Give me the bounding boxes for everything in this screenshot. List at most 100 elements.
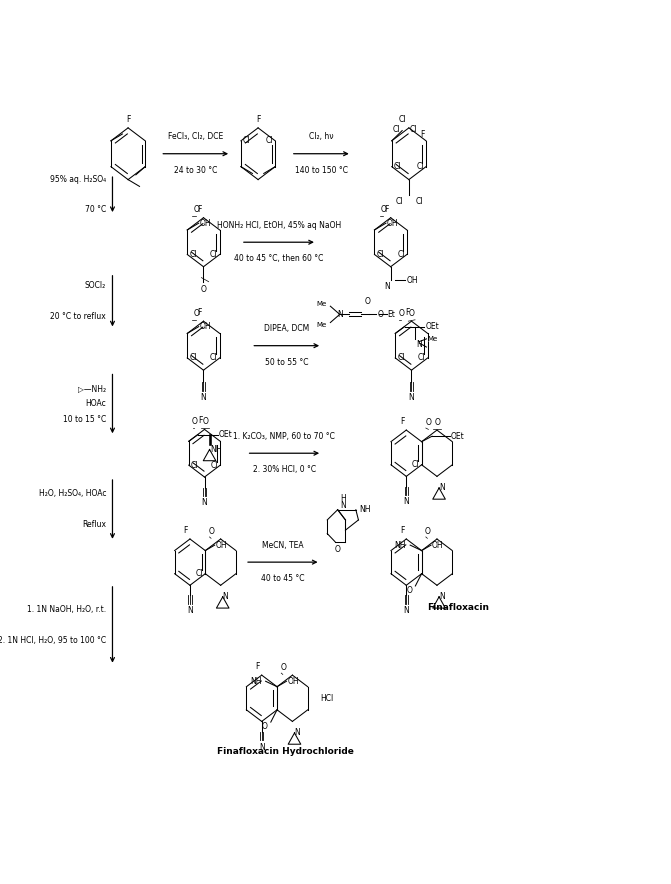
Text: N: N [439,484,445,492]
Text: Cl: Cl [189,354,197,362]
Text: F: F [255,662,260,671]
Text: Cl: Cl [211,461,218,469]
Text: F: F [420,131,425,140]
Text: O: O [335,545,341,554]
Text: N: N [384,282,390,291]
Text: O: O [280,663,287,673]
Text: Me: Me [427,336,437,342]
Text: Cl: Cl [399,115,407,124]
Text: O: O [203,416,208,426]
Text: N: N [223,592,228,601]
Text: N: N [201,392,207,401]
Text: H: H [340,494,346,503]
Text: 140 to 150 °C: 140 to 150 °C [295,166,348,175]
Text: OH: OH [200,218,211,228]
Text: HONH₂ HCl, EtOH, 45% aq NaOH: HONH₂ HCl, EtOH, 45% aq NaOH [217,221,341,230]
Text: OH: OH [407,276,418,285]
Text: N: N [202,499,207,507]
Text: OEt: OEt [425,322,440,332]
Text: O: O [407,586,412,595]
Text: Cl: Cl [210,354,217,362]
Text: HCl: HCl [321,694,333,703]
Text: N: N [259,743,264,751]
Text: Finafloxacin Hydrochloride: Finafloxacin Hydrochloride [217,747,354,757]
Text: NH: NH [211,446,222,454]
Text: Cl: Cl [266,136,273,145]
Text: Cl: Cl [196,569,203,578]
Text: 95% aq. H₂SO₄: 95% aq. H₂SO₄ [50,175,106,184]
Text: Cl: Cl [395,196,403,206]
Text: O: O [425,527,431,537]
Text: N: N [340,500,346,510]
Text: N: N [337,310,343,319]
Text: Cl: Cl [376,250,384,259]
Text: HOAc: HOAc [85,400,106,408]
Text: N: N [416,340,422,349]
Text: Cl: Cl [412,461,419,469]
Text: N: N [403,606,409,615]
Text: F: F [197,204,201,214]
Text: O: O [194,309,199,317]
Text: F: F [400,526,404,535]
Text: F: F [198,416,203,425]
Text: Cl: Cl [409,125,417,133]
Text: F: F [126,115,130,124]
Text: OH: OH [287,677,299,686]
Text: N: N [295,728,300,737]
Text: Et: Et [387,310,395,319]
Text: F: F [183,526,188,535]
Text: O: O [377,310,383,319]
Text: O: O [426,418,432,427]
Text: Cl: Cl [415,196,423,206]
Text: 70 °C: 70 °C [85,205,106,215]
Text: 24 to 30 °C: 24 to 30 °C [174,166,217,175]
Text: 20 °C to reflux: 20 °C to reflux [50,312,106,321]
Text: O: O [399,309,405,317]
Text: F: F [400,417,404,426]
Text: O: O [201,286,207,294]
Text: Cl: Cl [397,250,405,259]
Text: Cl: Cl [189,250,197,259]
Text: 2. 1N HCl, H₂O, 95 to 100 °C: 2. 1N HCl, H₂O, 95 to 100 °C [0,636,106,644]
Text: 40 to 45 °C: 40 to 45 °C [261,575,305,583]
Text: F: F [405,309,409,317]
Text: F: F [256,115,260,124]
Text: Cl: Cl [418,354,425,362]
Text: Cl: Cl [394,162,401,171]
Text: 2. 30% HCl, 0 °C: 2. 30% HCl, 0 °C [253,466,316,475]
Text: OEt: OEt [450,431,464,441]
Text: N: N [439,592,445,601]
Text: 1. K₂CO₃, NMP, 60 to 70 °C: 1. K₂CO₃, NMP, 60 to 70 °C [234,432,336,441]
Text: F: F [384,204,389,214]
Text: ▷—NH₂: ▷—NH₂ [78,384,106,393]
Text: FeCl₃, Cl₂, DCE: FeCl₃, Cl₂, DCE [168,133,223,141]
Text: Cl₂, hν: Cl₂, hν [309,133,333,141]
Text: MeCN, TEA: MeCN, TEA [262,541,303,550]
Text: H₂O, H₂SO₄, HOAc: H₂O, H₂SO₄, HOAc [39,490,106,499]
Text: Reflux: Reflux [83,521,106,530]
Text: Cl: Cl [210,250,217,259]
Text: Cl: Cl [417,162,424,171]
Text: O: O [381,205,386,214]
Text: 50 to 55 °C: 50 to 55 °C [265,358,309,367]
Text: OH: OH [216,541,227,550]
Text: O: O [409,309,415,317]
Text: N: N [187,606,193,615]
Text: N: N [409,392,415,401]
Text: 1. 1N NaOH, H₂O, r.t.: 1. 1N NaOH, H₂O, r.t. [27,605,106,613]
Text: Finafloxacin: Finafloxacin [427,603,489,612]
Text: NH: NH [360,506,371,514]
Text: Cl: Cl [397,354,405,362]
Text: Cl: Cl [191,461,199,469]
Text: NH: NH [395,541,406,550]
Text: OH: OH [432,541,444,550]
Text: N: N [403,498,409,507]
Text: SOCl₂: SOCl₂ [85,281,106,290]
Text: Me: Me [316,301,326,307]
Text: F: F [197,309,201,317]
Text: Cl: Cl [393,125,400,133]
Text: DIPEA, DCM: DIPEA, DCM [264,324,309,333]
Text: O: O [209,527,215,537]
Text: O: O [262,722,268,731]
Text: Cl: Cl [243,136,250,145]
